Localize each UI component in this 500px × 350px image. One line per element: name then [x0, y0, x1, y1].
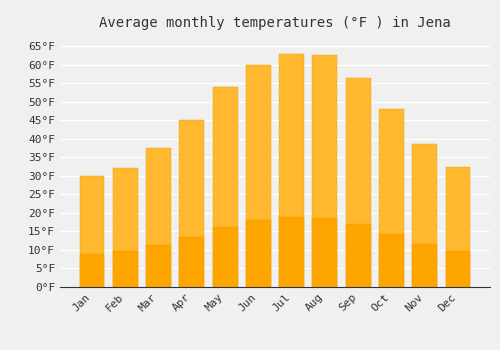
Bar: [446, 167, 470, 287]
Bar: [246, 65, 271, 287]
Bar: [279, 217, 304, 287]
Bar: [146, 245, 171, 287]
Bar: [312, 217, 338, 287]
Bar: [412, 144, 437, 287]
Bar: [180, 237, 204, 287]
Bar: [446, 251, 470, 287]
Bar: [180, 120, 204, 287]
Bar: [212, 87, 238, 287]
Bar: [379, 109, 404, 287]
Bar: [113, 251, 138, 287]
Bar: [312, 55, 338, 287]
Title: Average monthly temperatures (°F ) in Jena: Average monthly temperatures (°F ) in Je…: [99, 16, 451, 30]
Bar: [246, 220, 271, 287]
Bar: [346, 78, 370, 287]
Bar: [412, 244, 437, 287]
Bar: [379, 234, 404, 287]
Bar: [146, 148, 171, 287]
Bar: [113, 168, 138, 287]
Bar: [80, 176, 104, 287]
Bar: [212, 227, 238, 287]
Bar: [80, 254, 104, 287]
Bar: [346, 224, 370, 287]
Bar: [279, 54, 304, 287]
